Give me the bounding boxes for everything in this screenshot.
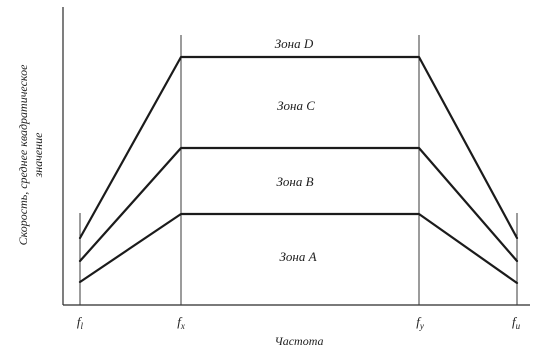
boundary-cd bbox=[78, 55, 519, 240]
tick-label-fy: fy bbox=[416, 314, 424, 331]
zone-c-label: Зона C bbox=[277, 98, 315, 113]
y-axis-title-line-1: Скорость, среднее квадратическое bbox=[16, 64, 30, 245]
x-axis-title: Частота bbox=[274, 334, 323, 348]
boundary-bc bbox=[78, 146, 519, 263]
zone-d-label: Зона D bbox=[275, 36, 314, 51]
zone-a-label: Зона A bbox=[279, 249, 316, 264]
tick-label-f1: fl bbox=[77, 314, 84, 331]
y-axis-title-group: Скорость, среднее квадратическое значени… bbox=[16, 64, 45, 245]
zone-b-label: Зона B bbox=[276, 174, 313, 189]
tick-label-fx: fx bbox=[177, 314, 185, 331]
tick-label-fu: fu bbox=[512, 314, 521, 331]
y-axis-title-line-2: значение bbox=[31, 132, 45, 178]
boundary-ab bbox=[78, 212, 519, 285]
